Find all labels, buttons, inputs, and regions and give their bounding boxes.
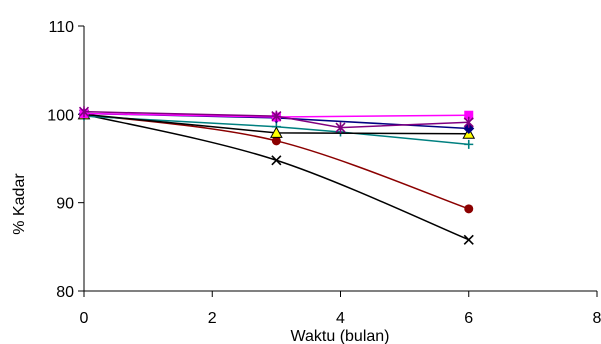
series-7 [78, 106, 474, 134]
data-point [271, 155, 282, 166]
y-axis-ticks: 80 90 100 110 [47, 19, 84, 301]
x-tick-label: 0 [80, 310, 89, 327]
x-tick-label: 4 [336, 310, 345, 327]
x-axis-title: Waktu (bulan) [291, 328, 390, 344]
x-tick-label: 6 [464, 310, 473, 327]
y-tick-label: 80 [56, 284, 74, 301]
y-tick-label: 100 [47, 107, 74, 124]
data-point [464, 110, 474, 120]
y-tick-label: 90 [56, 196, 74, 213]
data-point [463, 116, 474, 128]
series-line [83, 115, 469, 146]
data-point [78, 106, 90, 118]
data-point [463, 234, 474, 245]
data-point [464, 139, 474, 149]
x-axis-ticks: 0 2 4 6 8 [80, 291, 601, 327]
y-tick-label: 110 [48, 19, 74, 36]
x-tick-label: 2 [208, 310, 217, 327]
data-point [335, 122, 346, 134]
series-layer [77, 106, 476, 245]
data-point [270, 126, 283, 138]
plot-area: 80 90 100 110 0 2 4 6 8 [47, 19, 601, 327]
data-point [271, 136, 281, 146]
data-point [271, 110, 282, 122]
data-point [464, 204, 474, 214]
y-axis-title: % Kadar [11, 173, 28, 235]
x-tick-label: 8 [593, 310, 601, 327]
series-line [83, 110, 469, 129]
